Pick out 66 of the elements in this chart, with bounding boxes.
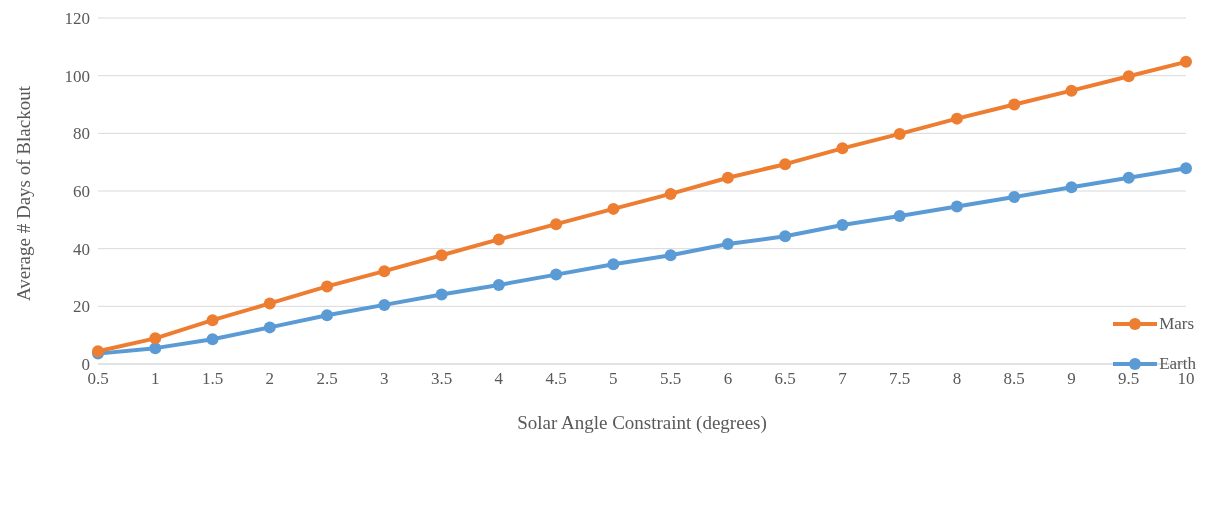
- x-tick-label: 1.5: [201, 369, 224, 389]
- x-tick-label: 8: [952, 369, 962, 389]
- x-tick-label: 0.5: [87, 369, 109, 389]
- point: [1008, 191, 1021, 204]
- x-tick-label: 3.5: [430, 369, 453, 389]
- y-tick-label: 40: [73, 239, 90, 259]
- x-tick-label: 6.5: [774, 369, 796, 389]
- point: [263, 321, 276, 334]
- point: [836, 219, 849, 232]
- x-tick-label: 9.5: [1118, 369, 1140, 389]
- x-tick-label: 7.5: [889, 369, 911, 389]
- y-tick-label: 120: [64, 9, 90, 29]
- point: [779, 230, 792, 243]
- point: [492, 279, 505, 291]
- x-tick-label: 2: [265, 369, 275, 389]
- point: [1122, 70, 1135, 83]
- point: [435, 288, 448, 301]
- x-tick-label: 3: [380, 369, 389, 389]
- point: [721, 171, 734, 184]
- point: [779, 158, 792, 171]
- point: [435, 249, 448, 262]
- x-tick-label: 2.5: [316, 369, 338, 389]
- point: [1180, 162, 1192, 175]
- point: [378, 265, 391, 278]
- point: [550, 218, 563, 231]
- legend-label: Mars: [1159, 314, 1195, 334]
- point: [149, 332, 162, 345]
- point: [893, 127, 906, 140]
- y-tick-label: 100: [64, 66, 90, 86]
- point: [263, 297, 276, 310]
- point: [492, 233, 505, 246]
- x-tick-label: 1: [151, 369, 160, 389]
- point: [550, 268, 563, 281]
- y-axis-title: Average # Days of Blackout: [12, 85, 34, 301]
- point: [607, 258, 620, 271]
- point: [664, 249, 677, 262]
- point: [607, 202, 620, 215]
- point: [1008, 98, 1021, 111]
- x-tick-label: 9: [1067, 369, 1076, 389]
- x-tick-label: 8.5: [1003, 369, 1025, 389]
- point: [1065, 181, 1078, 194]
- point: [721, 238, 734, 251]
- point: [1122, 171, 1135, 184]
- x-tick-label: 7: [838, 369, 848, 389]
- point: [664, 187, 677, 200]
- point: [206, 333, 219, 346]
- point: [378, 298, 391, 311]
- y-tick-label: 20: [73, 297, 90, 317]
- x-tick-label: 5: [609, 369, 618, 389]
- x-tick-label: 4: [494, 369, 504, 389]
- point: [1065, 84, 1078, 97]
- point: [950, 112, 963, 125]
- y-tick-label: 60: [73, 182, 90, 202]
- x-tick-label: 6: [723, 369, 733, 389]
- point: [893, 210, 906, 223]
- x-tick-label: 5.5: [660, 369, 682, 389]
- x-axis-title: Solar Angle Constraint (degrees): [517, 412, 767, 434]
- x-tick-label: 4.5: [545, 369, 567, 389]
- point: [321, 280, 334, 293]
- y-tick-label: 80: [73, 124, 90, 144]
- point: [321, 309, 334, 322]
- point: [1180, 55, 1192, 68]
- point: [206, 314, 219, 327]
- point: [950, 200, 963, 213]
- y-tick-label: 0: [81, 355, 90, 375]
- point: [836, 142, 849, 155]
